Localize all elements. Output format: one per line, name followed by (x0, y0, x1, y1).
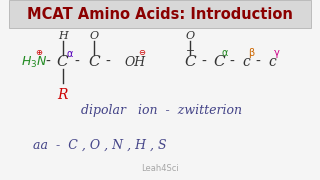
Text: C: C (89, 55, 100, 69)
Text: α: α (66, 49, 73, 59)
Text: H: H (58, 31, 68, 41)
Text: β: β (248, 48, 255, 58)
Text: aa  -  C , O , N , H , S: aa - C , O , N , H , S (33, 138, 167, 151)
Text: -: - (229, 55, 234, 69)
FancyBboxPatch shape (9, 0, 311, 28)
Text: O: O (90, 31, 99, 41)
Text: -: - (256, 55, 260, 69)
Text: C: C (57, 55, 68, 69)
Text: c: c (268, 55, 276, 69)
Text: O: O (186, 31, 195, 41)
Text: C: C (184, 55, 196, 69)
Text: c: c (242, 55, 250, 69)
Text: -: - (46, 55, 51, 69)
Text: $\mathit{H_3N}$: $\mathit{H_3N}$ (21, 55, 47, 70)
Text: MCAT Amino Acids: Introduction: MCAT Amino Acids: Introduction (27, 7, 293, 22)
Text: ⊕: ⊕ (35, 48, 42, 57)
Text: dipolar   ion  -  zwitterion: dipolar ion - zwitterion (82, 104, 243, 117)
Text: Leah4Sci: Leah4Sci (141, 164, 179, 173)
Text: α: α (222, 48, 228, 58)
Text: -: - (106, 55, 110, 69)
Text: ⊖: ⊖ (138, 48, 145, 57)
Text: γ: γ (274, 48, 280, 58)
Text: OH: OH (125, 56, 146, 69)
Text: R: R (58, 88, 68, 102)
Text: -: - (75, 55, 80, 69)
Text: C: C (213, 55, 225, 69)
Text: -: - (201, 55, 206, 69)
